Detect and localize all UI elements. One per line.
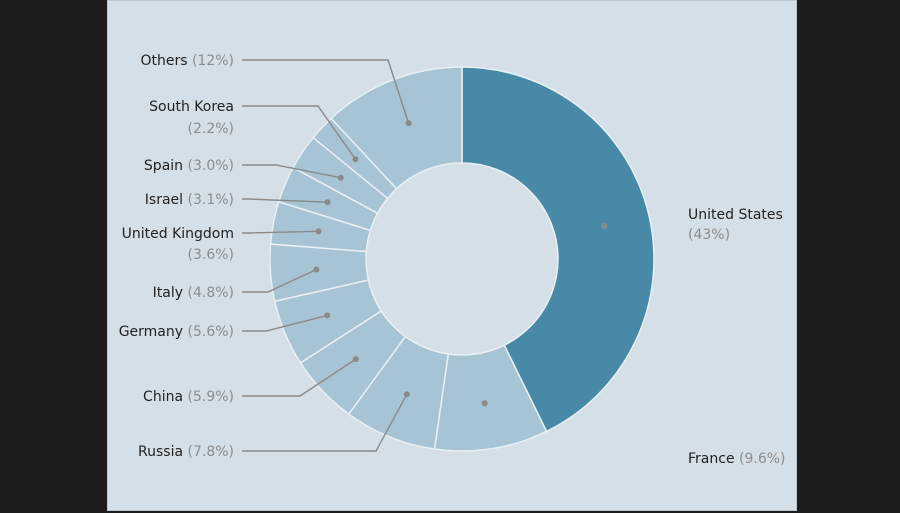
label-percent: (4.8%) — [183, 285, 234, 301]
label-name: Spain — [144, 158, 183, 174]
label-percent: (3.1%) — [183, 192, 234, 208]
leader-dot-russia — [403, 391, 410, 398]
label-name: China — [143, 389, 183, 405]
leader-italy — [242, 268, 317, 293]
label-spain: Spain (3.0%) — [144, 158, 234, 174]
label-percent-south-korea: (2.2%) — [188, 121, 235, 137]
label-united-states: United States — [688, 207, 783, 223]
label-israel: Israel (3.1%) — [145, 192, 234, 208]
label-name: Russia — [138, 444, 183, 460]
label-italy: Italy (4.8%) — [153, 285, 234, 301]
leader-dot-italy — [313, 266, 320, 273]
label-percent-united-states: (43%) — [688, 227, 730, 243]
leader-dot-germany — [324, 312, 331, 319]
leader-dot-israel — [324, 199, 331, 206]
leader-dot-south-korea — [352, 156, 359, 163]
label-name: United Kingdom — [122, 226, 234, 242]
label-percent: (12%) — [188, 53, 235, 69]
label-name: Israel — [145, 192, 183, 208]
label-percent: (5.9%) — [183, 389, 234, 405]
label-percent: (3.0%) — [183, 158, 234, 174]
label-name: Germany — [119, 324, 183, 340]
labels-group: United States (43%) France (9.6%) Russia (7… — [119, 53, 786, 467]
leader-israel — [242, 198, 328, 203]
leader-others — [242, 59, 410, 124]
label-germany: Germany (5.6%) — [119, 324, 234, 340]
label-percent: (7.8%) — [183, 444, 234, 460]
label-russia: Russia (7.8%) — [138, 444, 234, 460]
label-percent: (5.6%) — [183, 324, 234, 340]
label-china: China (5.9%) — [143, 389, 234, 405]
leader-spain — [242, 164, 341, 179]
label-name: South Korea — [149, 99, 234, 115]
label-name: Others — [140, 53, 187, 69]
leader-dot-united-states — [601, 223, 608, 230]
label-name: Italy — [153, 285, 183, 301]
donut-chart: United States (43%) France (9.6%) Russia (7… — [119, 53, 786, 467]
chart-panel: United States (43%) France (9.6%) Russia (7… — [107, 0, 797, 511]
leader-dot-china — [352, 356, 359, 363]
leader-lines-group — [242, 59, 608, 452]
label-others: Others (12%) — [140, 53, 234, 69]
label-name: United States — [688, 207, 783, 223]
label-name: France — [688, 451, 735, 467]
label-percent: (9.6%) — [735, 451, 786, 467]
leader-russia — [242, 393, 408, 452]
label-france: France (9.6%) — [688, 451, 786, 467]
leader-dot-others — [405, 120, 412, 127]
leader-china — [242, 358, 357, 397]
leader-dot-france — [481, 400, 488, 407]
leader-south-korea — [242, 105, 357, 160]
label-south-korea: South Korea — [149, 99, 234, 115]
leader-dot-united-kingdom — [315, 228, 322, 235]
label-united-kingdom: United Kingdom — [122, 226, 234, 242]
leader-germany — [242, 314, 328, 332]
label-percent-united-kingdom: (3.6%) — [188, 247, 235, 263]
leader-united-kingdom — [242, 230, 319, 234]
donut-hole — [365, 162, 559, 356]
leader-dot-spain — [337, 174, 344, 181]
